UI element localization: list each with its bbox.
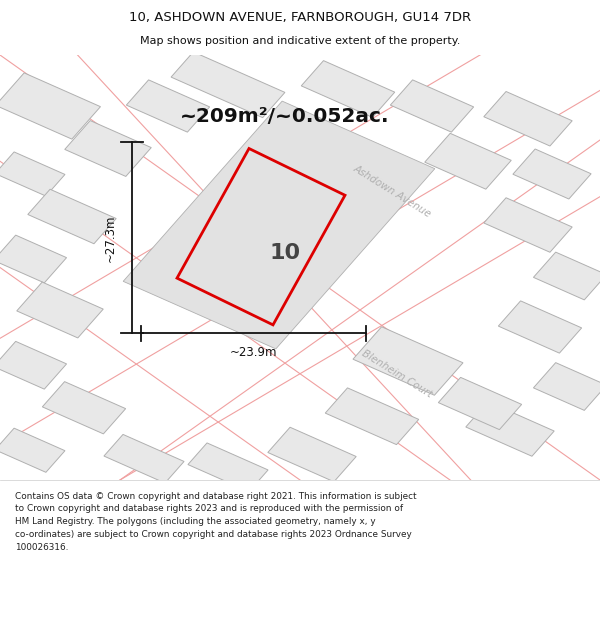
Polygon shape [513,149,591,199]
Polygon shape [353,327,463,395]
Polygon shape [171,52,285,118]
Polygon shape [43,382,125,434]
Polygon shape [28,189,116,244]
Polygon shape [65,121,151,176]
Polygon shape [484,91,572,146]
Polygon shape [466,402,554,456]
Polygon shape [533,362,600,411]
Text: Contains OS data © Crown copyright and database right 2021. This information is : Contains OS data © Crown copyright and d… [15,492,416,552]
Text: 10: 10 [269,242,301,262]
Polygon shape [484,198,572,252]
Polygon shape [127,80,209,132]
Text: ~23.9m: ~23.9m [230,346,277,359]
Text: 10, ASHDOWN AVENUE, FARNBOROUGH, GU14 7DR: 10, ASHDOWN AVENUE, FARNBOROUGH, GU14 7D… [129,11,471,24]
Polygon shape [0,152,65,196]
Polygon shape [0,73,100,139]
Text: Map shows position and indicative extent of the property.: Map shows position and indicative extent… [140,36,460,46]
Polygon shape [425,133,511,189]
Polygon shape [268,428,356,482]
Polygon shape [17,282,103,338]
Polygon shape [301,61,395,118]
Polygon shape [188,443,268,492]
Polygon shape [325,388,419,444]
Polygon shape [391,80,473,132]
Text: ~27.3m: ~27.3m [104,214,117,261]
Polygon shape [0,235,67,283]
Polygon shape [533,252,600,300]
Polygon shape [439,378,521,429]
Polygon shape [104,434,184,483]
Text: Blenheim Court: Blenheim Court [360,348,434,399]
Polygon shape [499,301,581,353]
Text: ~209m²/~0.052ac.: ~209m²/~0.052ac. [180,107,389,126]
Polygon shape [123,101,435,349]
Polygon shape [0,341,67,389]
Polygon shape [0,428,65,472]
Text: Ashdown Avenue: Ashdown Avenue [351,163,433,219]
